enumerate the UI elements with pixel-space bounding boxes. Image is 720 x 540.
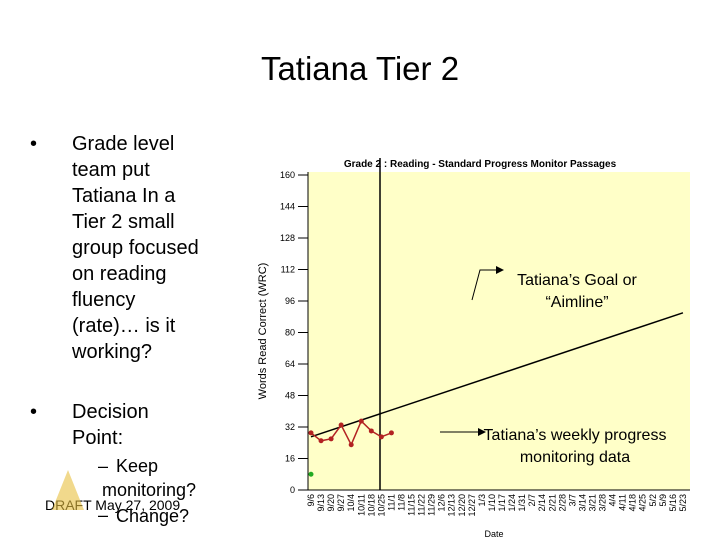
y-tick-label: 160 [280,170,295,180]
y-tick-label: 0 [290,485,295,495]
x-tick-label: 1/31 [517,494,527,512]
x-tick-label: 3/14 [577,494,587,512]
annotation: “Aimline” [545,294,608,311]
x-tick-label: 10/18 [366,494,376,517]
sub-bullet: Change? [116,506,189,526]
x-tick-label: 2/28 [557,494,567,512]
y-tick-label: 96 [285,296,295,306]
x-tick-label: 12/20 [457,494,467,517]
x-tick-label: 9/27 [336,494,346,512]
x-tick-label: 5/23 [678,494,688,512]
y-tick-label: 48 [285,391,295,401]
dash: – [98,456,108,476]
x-tick-label: 12/13 [447,494,457,517]
data-point [308,471,314,477]
x-tick-label: 11/15 [407,494,417,516]
x-tick-label: 11/8 [396,494,406,511]
bullet-text: Grade level [72,133,174,155]
data-point [348,442,354,448]
bullet-text: team put [72,159,150,181]
x-tick-label: 9/6 [306,494,316,507]
y-tick-label: 128 [280,233,295,243]
x-tick-label: 10/11 [356,494,366,516]
bullet-text: fluency [72,289,135,311]
x-tick-label: 9/13 [316,494,326,512]
x-tick-label: 4/25 [638,494,648,512]
bullet: • [30,133,37,155]
y-tick-label: 80 [285,328,295,338]
sub-bullet: Keep [116,456,158,476]
annotation: monitoring data [520,449,630,466]
x-tick-label: 2/7 [527,494,537,507]
x-tick-label: 5/2 [648,494,658,507]
bullet-text: (rate)… is it [72,315,176,337]
x-tick-label: 5/16 [668,494,678,512]
arrow [471,269,496,301]
x-tick-label: 10/25 [376,494,386,517]
x-tick-label: 11/22 [417,494,427,516]
data-point [338,422,344,428]
arrow-head [496,266,504,274]
bullet-text: Decision [72,401,149,423]
x-tick-label: 9/20 [326,494,336,512]
bullet: • [30,401,37,423]
x-tick-label: 10/4 [346,494,356,512]
data-point [318,438,324,444]
data-point [388,430,394,436]
annotation: Tatiana’s weekly progress [484,427,667,444]
y-tick-label: 16 [285,454,295,464]
x-tick-label: 2/14 [537,494,547,512]
x-axis-label: Date [484,529,503,539]
x-tick-label: 4/4 [608,494,618,507]
dash: – [98,505,108,525]
data-point [368,428,374,434]
x-tick-label: 12/6 [437,494,447,512]
x-tick-label: 3/7 [567,494,577,507]
logo [52,470,84,510]
x-tick-label: 11/29 [427,494,437,516]
y-tick-label: 32 [285,422,295,432]
x-tick-label: 2/21 [547,494,557,512]
data-point [378,434,384,440]
x-tick-label: 12/27 [467,494,477,517]
y-tick-label: 112 [281,265,295,275]
y-axis-label: Words Read Correct (WRC) [257,263,269,400]
slide-title: Tatiana Tier 2 [261,50,459,87]
x-tick-label: 11/1 [386,494,396,511]
bullet-text: group focused [72,237,199,259]
arrow-head [478,428,486,436]
y-tick-label: 64 [285,359,295,369]
bullet-text: Point: [72,427,123,449]
x-tick-label: 1/17 [497,494,507,512]
y-tick-label: 144 [280,202,295,212]
chart-title: Grade 2 : Reading - Standard Progress Mo… [344,159,617,170]
data-point [328,436,334,442]
x-tick-label: 1/10 [487,494,497,512]
x-tick-label: 1/3 [477,494,487,507]
annotation: Tatiana’s Goal or [517,272,637,289]
x-tick-label: 3/21 [587,494,597,512]
bullet-text: on reading [72,263,167,285]
x-tick-label: 4/18 [628,494,638,512]
bullet-text: Tier 2 small [72,211,175,233]
x-tick-label: 5/9 [658,494,668,507]
x-tick-label: 4/11 [618,494,628,511]
x-tick-label: 3/28 [598,494,608,512]
data-point [308,430,314,436]
data-point [358,418,364,424]
bullet-text: Tatiana In a [72,185,176,207]
data-line [310,312,684,438]
bullet-text: working? [71,341,152,363]
sub-bullet: monitoring? [102,480,196,500]
x-tick-label: 1/24 [507,494,517,512]
